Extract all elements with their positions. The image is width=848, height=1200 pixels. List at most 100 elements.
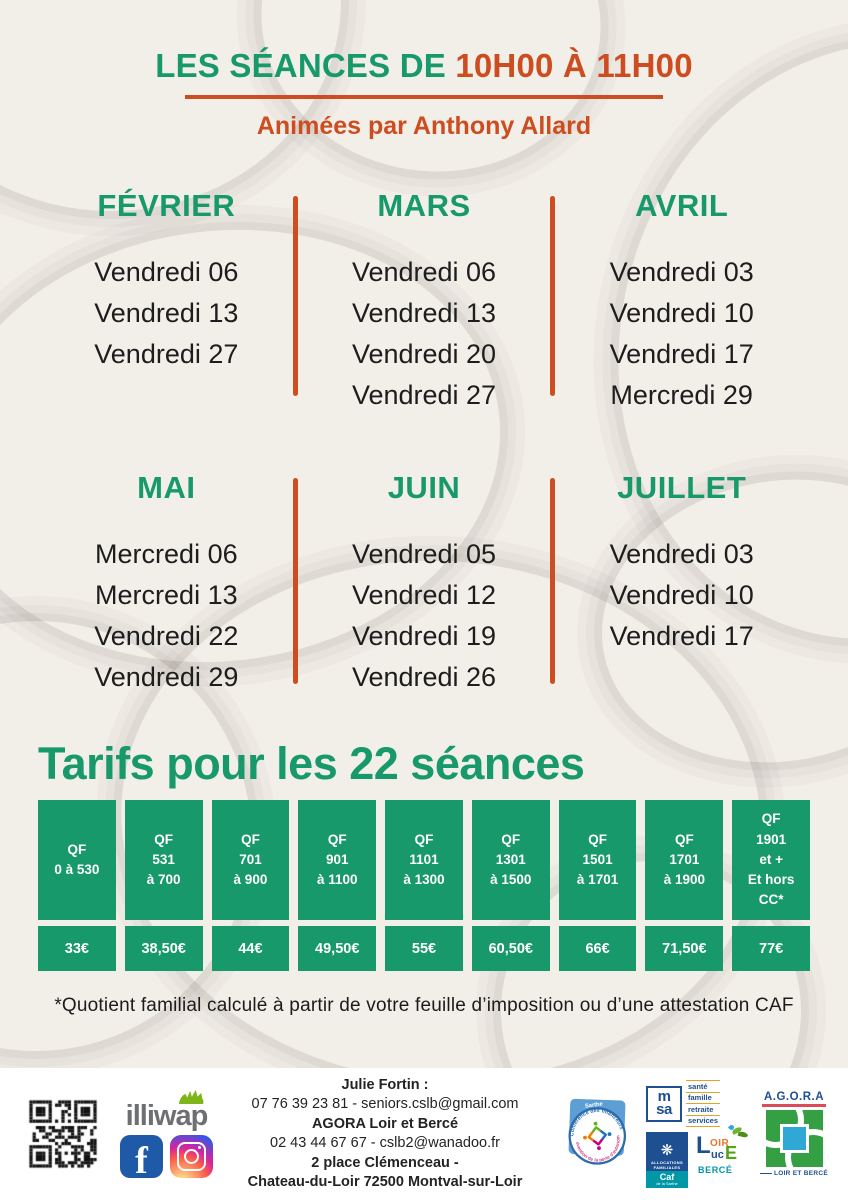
- app-and-socials: illiwap f: [120, 1089, 213, 1178]
- conference-region-label: Sarthe: [585, 1101, 603, 1109]
- session-date: Vendredi 10: [609, 580, 754, 610]
- msa-services: santé famille retraite services: [686, 1080, 721, 1127]
- session-date: Vendredi 13: [94, 298, 239, 328]
- month-name: FÉVRIER: [97, 188, 236, 223]
- caf-brand: Caf: [659, 1172, 675, 1182]
- msa-line-m: m: [657, 1088, 671, 1106]
- session-date: Vendredi 06: [94, 257, 239, 287]
- month-name: AVRIL: [635, 188, 729, 223]
- caf-loir-row: ❋ ALLOCATIONS FAMILIALES Caf de la Sarth…: [646, 1123, 749, 1188]
- facebook-f: f: [135, 1139, 148, 1178]
- agora-dash: [759, 1172, 772, 1175]
- msa-service: famille: [686, 1091, 721, 1104]
- contact-line: 2 place Clémenceau -: [311, 1154, 459, 1171]
- session-date: Vendredi 03: [609, 539, 754, 569]
- session-date: Mercredi 06: [95, 539, 238, 569]
- caf-label: ALLOCATIONS FAMILIALES: [651, 1160, 683, 1170]
- agora-bottom-text: LOIR ET BERCÉ: [773, 1170, 829, 1178]
- session-date: Vendredi 10: [609, 298, 754, 328]
- price-cell: 60,50€: [471, 926, 550, 971]
- month-column-0: MAI Mercredi 06 Mercredi 13 Vendredi 22 Vend…: [40, 470, 293, 698]
- month-name: JUILLET: [617, 470, 747, 505]
- qf-line: et +: [759, 851, 783, 867]
- schedule-row: FÉVRIER Vendredi 06 Vendredi 13 Vendredi 27…: [40, 188, 808, 416]
- contact-line: 07 76 39 23 81 - seniors.cslb@gmail.com: [251, 1096, 519, 1112]
- msa-service: retraite: [686, 1103, 721, 1115]
- session-date: Vendredi 06: [351, 257, 497, 287]
- column-divider: [292, 478, 298, 684]
- conference-people-glyph: [583, 1121, 612, 1151]
- instagram-camera: [177, 1141, 206, 1171]
- qf-footnote: *Quotient familial calculé à partir de v…: [54, 995, 794, 1016]
- qf-line: 901: [325, 851, 349, 867]
- instagram-flash-dot: [198, 1146, 201, 1149]
- qf-line: Et hors: [747, 872, 795, 888]
- qf-line: QF: [241, 831, 260, 847]
- qf-range-cell: QF 1901 et + Et hors CC*: [732, 800, 811, 920]
- price-row: 33€ 38,50€ 44€ 49,50€ 55€ 60,50€ 66€ 71,50€ 77€: [38, 926, 811, 971]
- caf-logo: ❋ ALLOCATIONS FAMILIALES Caf de la Sarth…: [646, 1132, 688, 1188]
- qf-range-cell: QF 901 à 1100: [298, 800, 377, 920]
- price-cell: 77€: [732, 926, 811, 971]
- agora-logo: A.G.O.R.A LOIR ET BERCÉ: [757, 1091, 831, 1177]
- loir-uc: uc: [711, 1149, 724, 1161]
- price-cell: 55€: [385, 926, 463, 971]
- session-date: Vendredi 22: [94, 621, 239, 651]
- column-divider: [292, 196, 298, 396]
- caf-emblem: ❋ ALLOCATIONS FAMILIALES: [646, 1132, 688, 1171]
- session-date: Vendredi 17: [609, 339, 754, 369]
- price-cell: 38,50€: [124, 926, 203, 971]
- loir-luce-berce-logo: L OIR uc E BERCÉ: [696, 1123, 749, 1184]
- schedule-row: MAI Mercredi 06 Mercredi 13 Vendredi 22 Vend…: [40, 470, 808, 698]
- agora-tagline-bar: [762, 1104, 826, 1108]
- illiwap-wordmark: illiwap: [125, 1099, 209, 1132]
- qf-range-cell: QF 1101 à 1300: [385, 800, 463, 920]
- qf-line: QF: [501, 831, 521, 847]
- qf-line: QF: [414, 831, 434, 847]
- session-date: Vendredi 29: [94, 662, 239, 692]
- session-date: Vendredi 03: [609, 257, 754, 287]
- session-date: Vendredi 17: [609, 621, 754, 651]
- caf-label-line1: ALLOCATIONS: [651, 1159, 683, 1165]
- contact-line: 02 43 44 67 67 - cslb2@wanadoo.fr: [270, 1135, 500, 1151]
- qf-line: à 700: [146, 872, 181, 888]
- instagram-icon: [170, 1134, 213, 1178]
- caf-label-line2: FAMILIALES: [653, 1164, 681, 1170]
- qf-line: QF: [154, 831, 174, 847]
- header: LES SÉANCES DE 10H00 À 11H00 Animées par…: [0, 46, 848, 141]
- page-title: LES SÉANCES DE 10H00 À 11H00: [0, 46, 848, 86]
- agora-bottom-label: LOIR ET BERCÉ: [757, 1170, 831, 1177]
- instagram-lens: [184, 1148, 199, 1164]
- facebook-icon: f: [120, 1134, 163, 1178]
- loir-oir: OIR: [710, 1138, 730, 1149]
- price-cell: 71,50€: [645, 926, 724, 971]
- social-icons: f: [120, 1134, 213, 1178]
- partner-logos: Sarthe Conférence des financeurs Prévent…: [549, 1080, 831, 1188]
- qf-line: 531: [152, 851, 175, 867]
- price-cell: 66€: [558, 926, 637, 971]
- subtitle: Animées par Anthony Allard: [256, 112, 592, 140]
- illiwap-logo: illiwap: [125, 1089, 209, 1132]
- qf-line: 1701: [669, 851, 700, 867]
- schedule-grid: FÉVRIER Vendredi 06 Vendredi 13 Vendredi 27…: [40, 188, 808, 698]
- contact-line: AGORA Loir et Bercé: [311, 1115, 459, 1132]
- qf-line: 1501: [582, 851, 613, 867]
- qf-line: QF: [327, 831, 347, 847]
- qf-line: à 1300: [403, 872, 445, 888]
- session-date: Vendredi 20: [351, 339, 497, 369]
- agora-emblem: [765, 1110, 823, 1168]
- qf-line: 1101: [409, 851, 439, 867]
- caf-band: Caf de la Sarthe: [646, 1171, 688, 1188]
- qf-header-row: QF 0 à 530 QF 531 à 700 QF 701 à 900 QF 901 à 1100…: [38, 800, 811, 920]
- session-date: Vendredi 19: [351, 621, 497, 651]
- loir-berce: BERCÉ: [698, 1165, 733, 1175]
- session-date: Vendredi 27: [94, 339, 239, 369]
- session-date: Vendredi 05: [351, 539, 497, 569]
- price-cell: 44€: [211, 926, 290, 971]
- session-date: Vendredi 27: [351, 380, 497, 410]
- qf-range-cell: QF 531 à 700: [124, 800, 203, 920]
- qf-line: 701: [239, 851, 262, 867]
- illiwap-hedgehog-icon: [179, 1089, 204, 1104]
- title-sessions: LES SÉANCES DE: [155, 47, 446, 84]
